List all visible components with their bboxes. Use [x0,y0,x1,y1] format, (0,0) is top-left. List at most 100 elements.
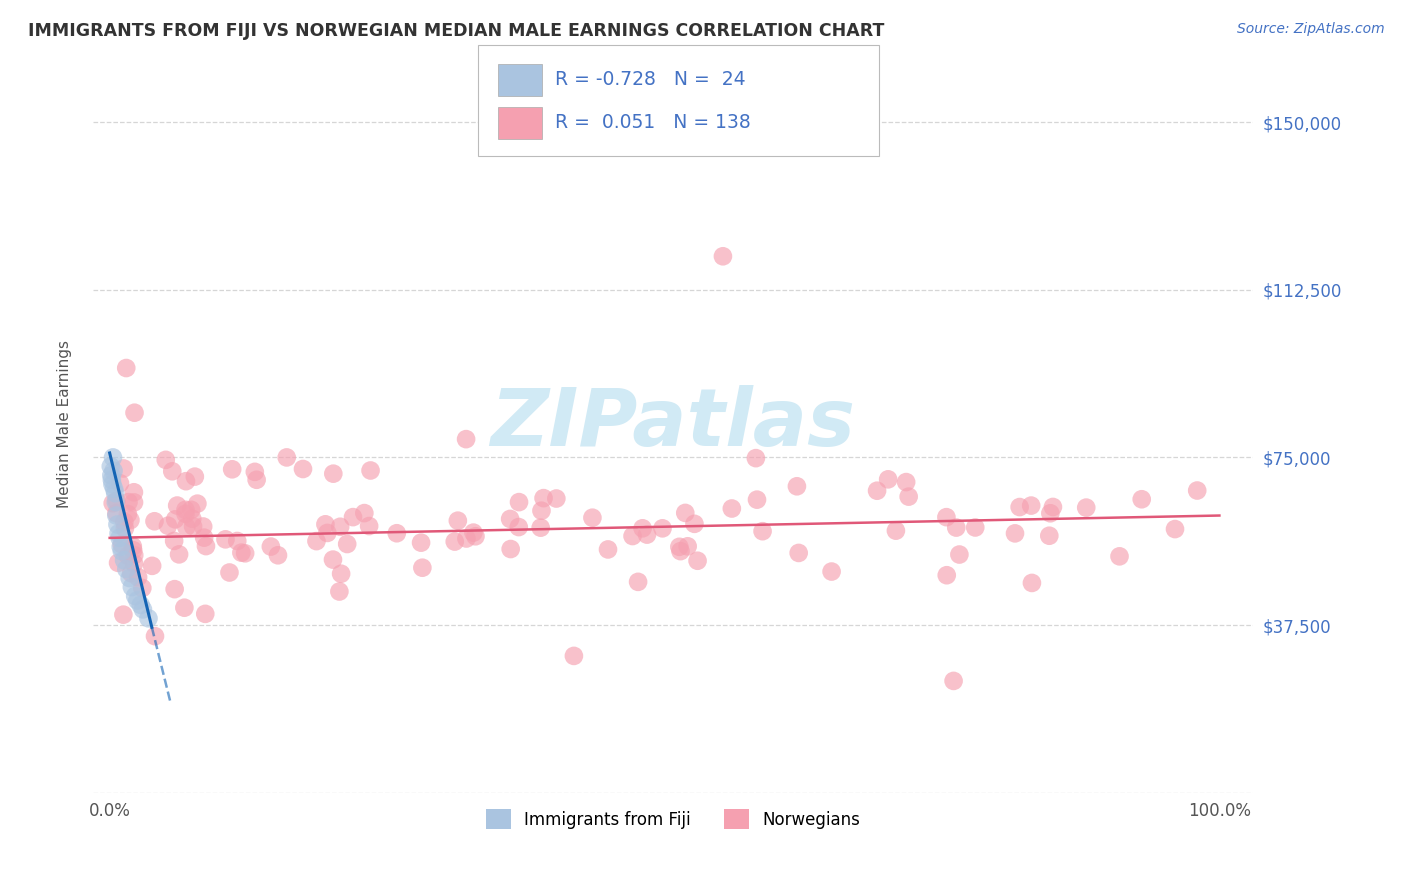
Point [100,459,122,474]
Point [581,510,603,524]
Point [945,520,967,534]
Point [328,584,350,599]
Point [1108,549,1130,564]
Point [330,566,353,581]
Point [141,558,163,573]
Point [163,582,186,596]
Point [193,531,215,545]
Point [686,554,709,568]
Point [124,589,146,603]
Point [676,539,699,553]
Point [181,511,204,525]
Point [1039,506,1062,520]
Point [894,475,917,489]
Point [104,495,127,509]
Point [463,525,485,540]
Point [129,598,152,612]
Point [194,539,217,553]
Point [112,461,135,475]
Point [409,535,432,549]
Point [1019,499,1042,513]
Point [193,519,215,533]
Point [935,510,957,524]
Point [122,557,145,571]
Point [173,600,195,615]
Point [101,496,124,510]
Point [866,483,889,498]
Point [1076,500,1098,515]
Point [246,473,269,487]
Point [174,503,197,517]
Point [621,529,644,543]
Point [186,497,208,511]
Point [721,501,744,516]
Point [508,495,530,509]
Point [668,540,690,554]
Point [683,516,706,531]
Point [353,506,375,520]
Point [1164,522,1187,536]
Point [112,553,135,567]
Point [1130,492,1153,507]
Point [122,485,145,500]
Point [127,593,149,607]
Point [897,490,920,504]
Point [122,543,145,558]
Point [546,491,568,506]
Point [114,521,136,535]
Point [120,566,142,581]
Point [105,493,128,508]
Point [935,568,957,582]
Point [115,562,138,576]
Point [291,462,314,476]
Point [138,611,160,625]
Y-axis label: Median Male Earnings: Median Male Earnings [58,340,72,508]
Point [508,520,530,534]
Point [181,519,204,533]
Point [1004,526,1026,541]
Point [447,514,470,528]
Point [530,504,553,518]
Point [711,249,734,263]
Point [316,525,339,540]
Point [948,548,970,562]
Point [1008,500,1031,514]
Point [745,492,768,507]
Point [112,515,135,529]
Point [122,495,145,509]
Point [103,464,125,478]
Text: IMMIGRANTS FROM FIJI VS NORWEGIAN MEDIAN MALE EARNINGS CORRELATION CHART: IMMIGRANTS FROM FIJI VS NORWEGIAN MEDIAN… [28,22,884,40]
Point [107,526,129,541]
Point [180,503,202,517]
Point [443,534,465,549]
Point [121,540,143,554]
Point [115,361,138,376]
Point [105,506,128,520]
Point [1185,483,1208,498]
Point [131,581,153,595]
Point [105,508,128,523]
Point [1021,576,1043,591]
Point [820,565,842,579]
Point [751,524,773,539]
Point [267,549,290,563]
Point [260,540,283,554]
Point [314,517,336,532]
Point [651,521,673,535]
Point [101,473,124,487]
Point [156,518,179,533]
Point [322,552,344,566]
Point [101,450,124,465]
Point [107,556,129,570]
Point [162,464,184,478]
Point [305,534,328,549]
Point [965,520,987,534]
Point [104,486,127,500]
Point [276,450,298,465]
Point [456,432,478,446]
Point [110,540,132,554]
Point [127,570,149,584]
Point [627,574,650,589]
Point [174,520,197,534]
Point [124,406,146,420]
